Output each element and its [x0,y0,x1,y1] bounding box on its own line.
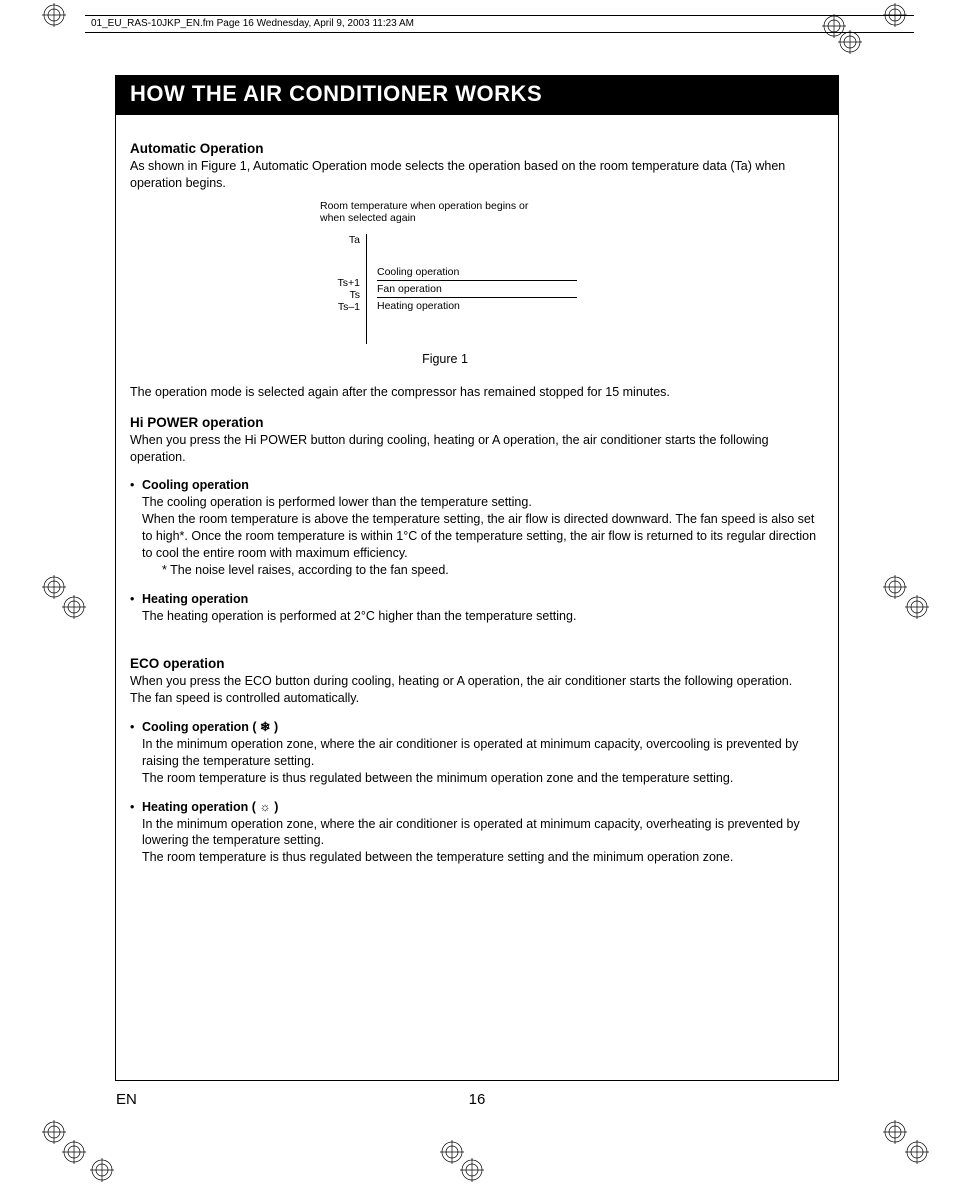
auto-op-after: The operation mode is selected again aft… [130,384,824,401]
eco-heating-l2: The room temperature is thus regulated b… [142,850,733,864]
eco-heating-title: Heating operation ( ☼ ) [142,800,278,814]
registration-mark-icon [42,3,66,27]
page-title: HOW THE AIR CONDITIONER WORKS [116,75,838,115]
content-frame: HOW THE AIR CONDITIONER WORKS Automatic … [115,75,839,1081]
hipower-intro: When you press the Hi POWER button durin… [130,432,824,466]
registration-mark-icon [460,1158,484,1182]
header-text: 01_EU_RAS-10JKP_EN.fm Page 16 Wednesday,… [91,18,414,29]
hipower-cooling-l2: When the room temperature is above the t… [142,512,816,560]
hipower-cooling-item: Cooling operation The cooling operation … [130,477,824,578]
footer-lang: EN [116,1091,166,1108]
registration-mark-icon [883,575,907,599]
eco-heating-l1: In the minimum operation zone, where the… [142,817,800,848]
diagram-caption: Room temperature when operation begins o… [320,200,540,224]
zone-cooling: Cooling operation [377,264,577,281]
page: 01_EU_RAS-10JKP_EN.fm Page 16 Wednesday,… [0,0,954,1191]
title-text: HOW THE AIR CONDITIONER WORKS [130,81,542,106]
label-ts-plus-1: Ts+1 [338,277,360,289]
auto-op-heading: Automatic Operation [130,141,824,156]
hipower-cooling-note: * The noise level raises, according to t… [162,562,824,579]
registration-mark-icon [883,3,907,27]
registration-mark-icon [905,1140,929,1164]
hipower-cooling-title: Cooling operation [142,478,249,492]
hipower-heating-title: Heating operation [142,592,248,606]
label-ta: Ta [349,234,360,246]
label-ts-minus-1: Ts–1 [338,301,360,313]
eco-heading: ECO operation [130,656,824,671]
eco-intro2: The fan speed is controlled automaticall… [130,690,824,707]
zone-heating: Heating operation [377,298,577,312]
eco-cooling-l1: In the minimum operation zone, where the… [142,737,798,768]
figure-1-label: Figure 1 [320,352,570,366]
hipower-list: Cooling operation The cooling operation … [130,477,824,624]
hipower-cooling-l1: The cooling operation is performed lower… [142,495,532,509]
registration-mark-icon [62,595,86,619]
registration-mark-icon [838,30,862,54]
eco-heating-item: Heating operation ( ☼ ) In the minimum o… [130,799,824,867]
eco-cooling-item: Cooling operation ( ❄ ) In the minimum o… [130,719,824,787]
eco-cooling-title: Cooling operation ( ❄ ) [142,720,278,734]
diagram-axis: Cooling operation Fan operation Heating … [366,234,577,344]
registration-mark-icon [883,1120,907,1144]
footer-page-number: 16 [166,1091,788,1108]
diagram-y-labels: Ta Ts+1 Ts Ts–1 [320,234,366,344]
figure-1-diagram: Room temperature when operation begins o… [320,200,824,344]
page-footer: EN 16 [116,1091,838,1108]
eco-list: Cooling operation ( ❄ ) In the minimum o… [130,719,824,866]
zone-fan: Fan operation [377,281,577,298]
hipower-heating-l1: The heating operation is performed at 2°… [142,609,576,623]
hipower-heading: Hi POWER operation [130,415,824,430]
content-body: Automatic Operation As shown in Figure 1… [116,115,838,866]
hipower-heating-item: Heating operation The heating operation … [130,591,824,625]
print-header: 01_EU_RAS-10JKP_EN.fm Page 16 Wednesday,… [85,15,914,33]
auto-op-intro: As shown in Figure 1, Automatic Operatio… [130,158,824,192]
diagram-body: Ta Ts+1 Ts Ts–1 Cooling operation Fan op… [320,234,824,344]
registration-mark-icon [905,595,929,619]
label-ts: Ts [350,289,361,301]
registration-mark-icon [90,1158,114,1182]
registration-mark-icon [62,1140,86,1164]
eco-intro1: When you press the ECO button during coo… [130,673,824,690]
eco-cooling-l2: The room temperature is thus regulated b… [142,771,733,785]
